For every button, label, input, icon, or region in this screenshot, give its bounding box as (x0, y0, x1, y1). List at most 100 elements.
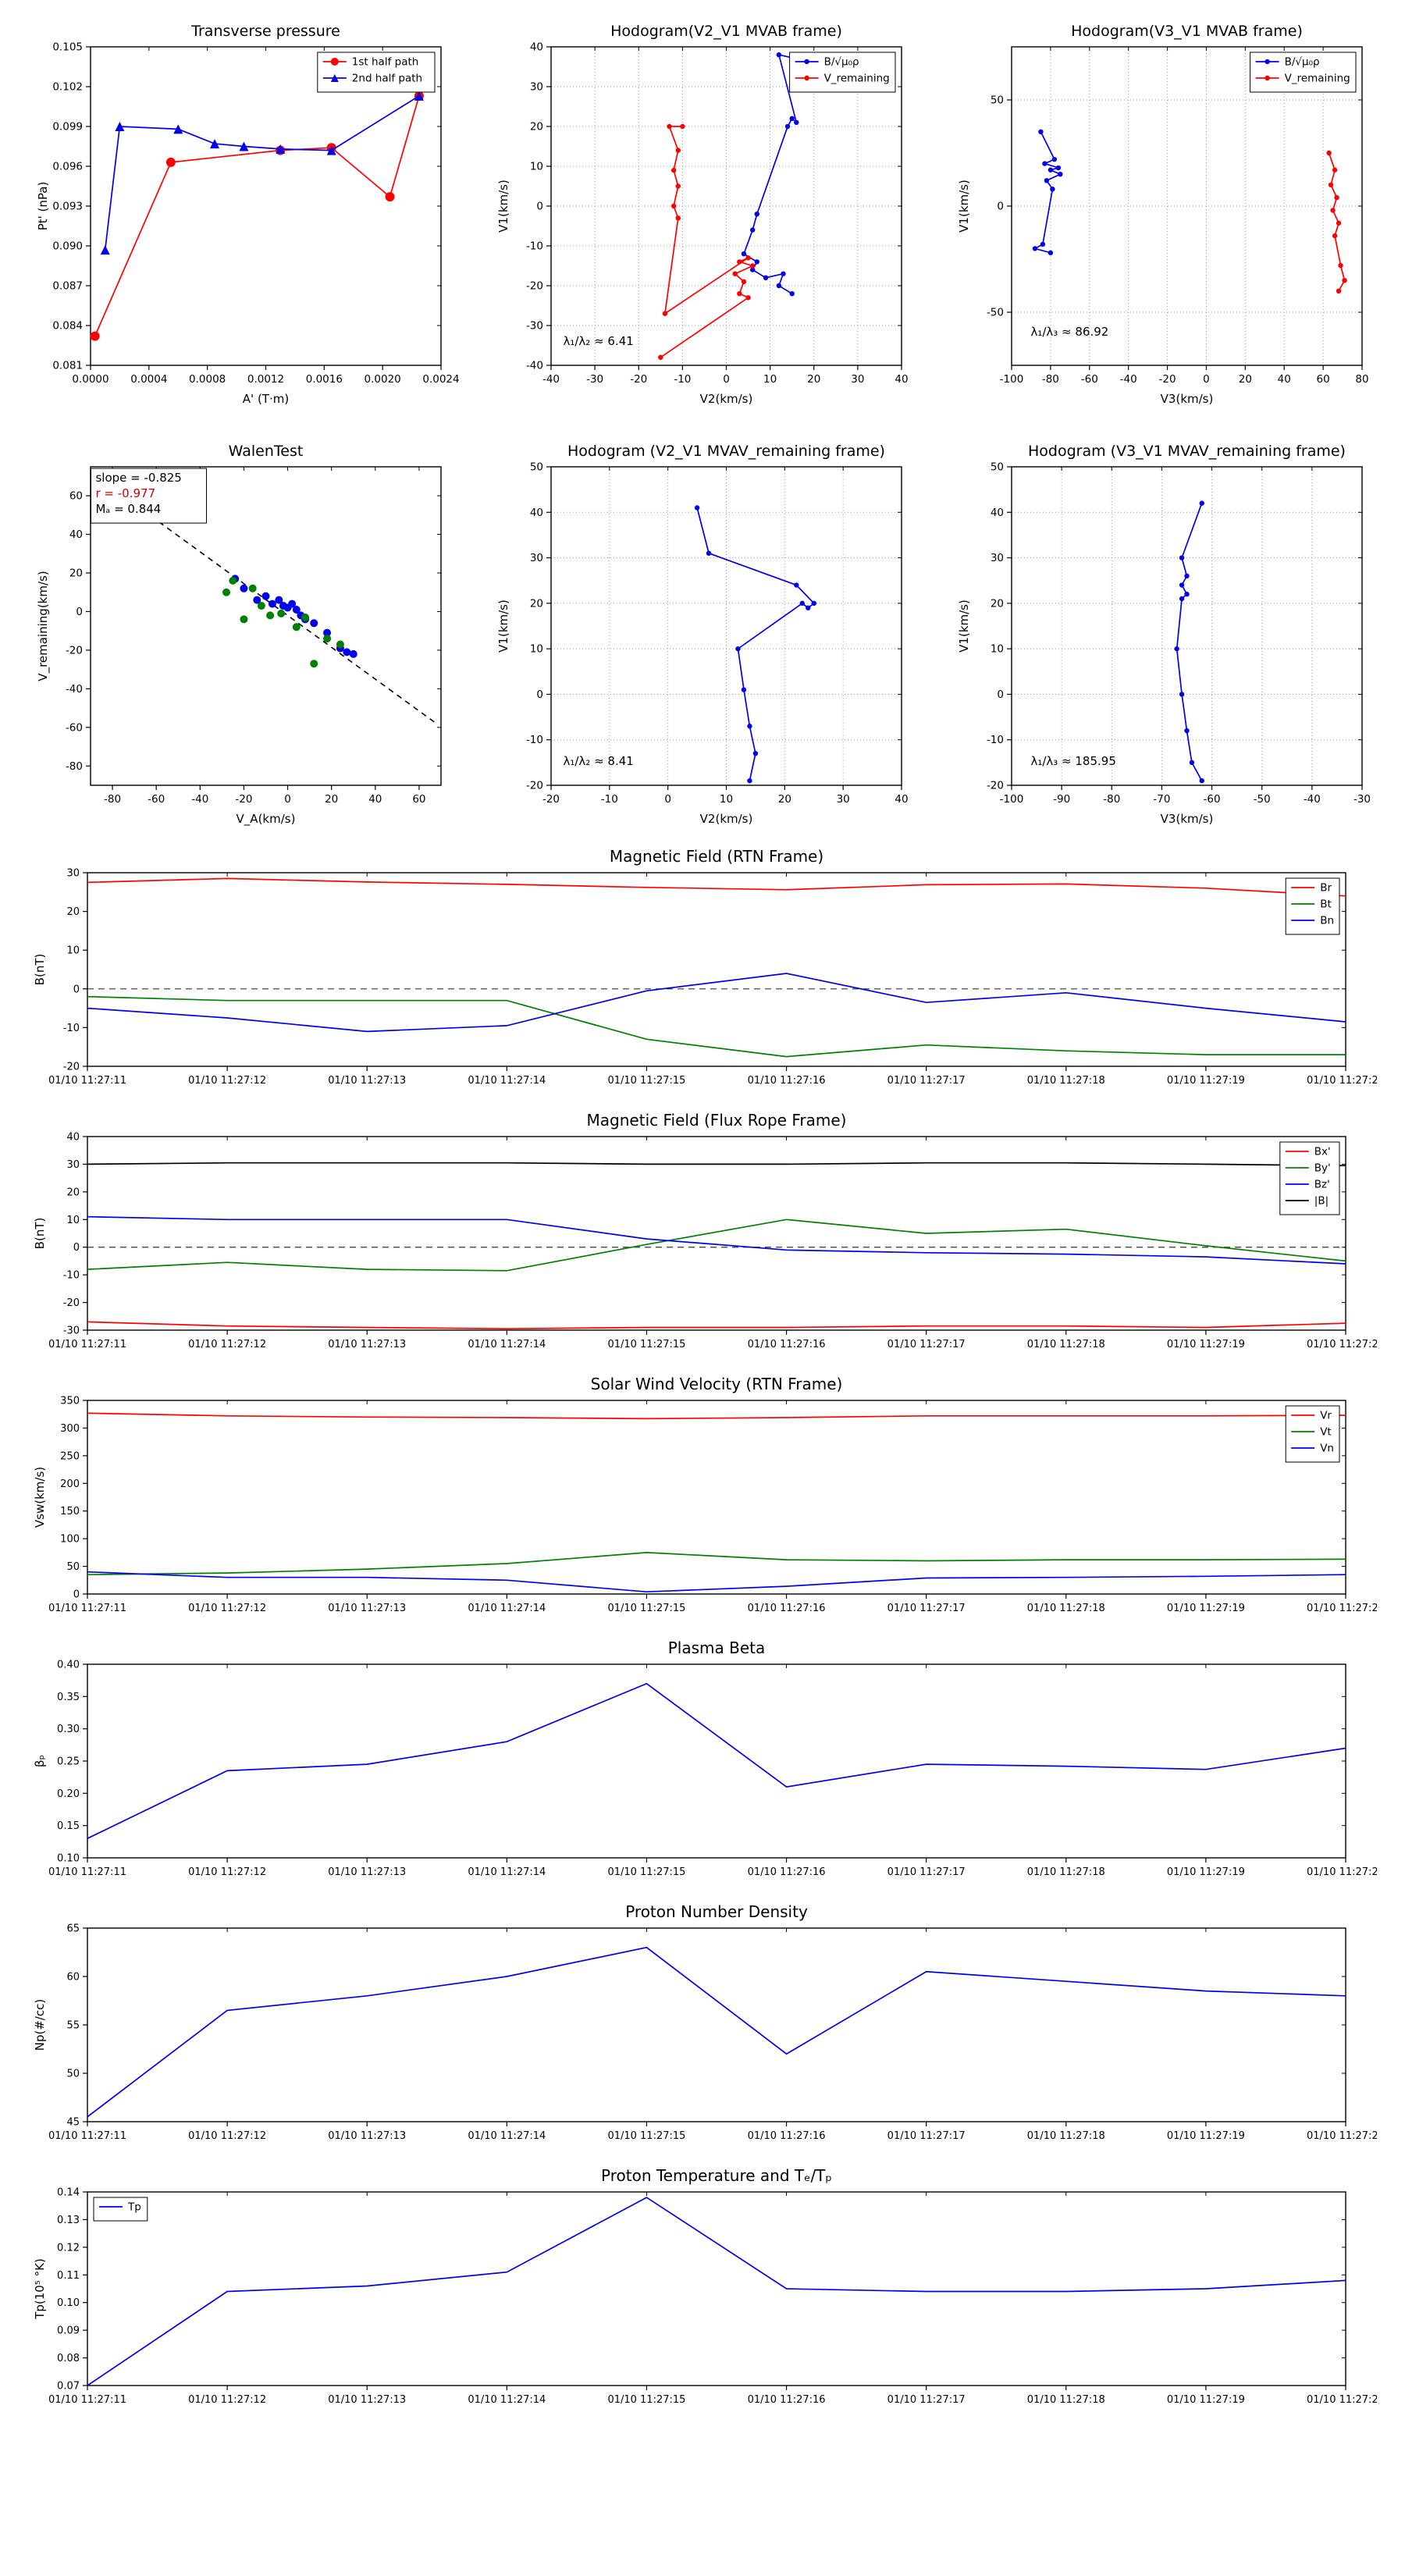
svg-text:250: 250 (60, 1450, 80, 1462)
svg-text:0.35: 0.35 (57, 1692, 80, 1703)
svg-text:-20: -20 (1159, 373, 1176, 386)
svg-text:01/10 11:27:15: 01/10 11:27:15 (607, 2394, 685, 2406)
svg-text:0.099: 0.099 (52, 121, 83, 133)
svg-text:Bx': Bx' (1314, 1146, 1331, 1158)
svg-text:V3(km/s): V3(km/s) (1161, 392, 1214, 406)
svg-text:01/10 11:27:11: 01/10 11:27:11 (48, 1866, 126, 1878)
svg-text:0: 0 (1203, 373, 1210, 386)
svg-text:-10: -10 (526, 734, 543, 746)
svg-text:0.0020: 0.0020 (365, 373, 401, 386)
svg-text:01/10 11:27:18: 01/10 11:27:18 (1027, 2130, 1105, 2142)
chart-magnetic-field-fluxrope-wrap: 01/10 11:27:11 01/10 11:27:12 01/10 11:27:… (19, 1107, 1405, 1368)
svg-text:30: 30 (837, 793, 850, 806)
svg-text:01/10 11:27:18: 01/10 11:27:18 (1027, 1339, 1105, 1350)
tp-svg: 0.0000 0.0004 0.0008 0.0012 0.0016 0.0020 0.00… (36, 23, 460, 406)
axes: 01/10 11:27:11 01/10 11:27:12 01/10 11:27:… (48, 1396, 1385, 1615)
svg-text:Transverse pressure: Transverse pressure (190, 23, 340, 40)
beta-series-beta (87, 1682, 1346, 1839)
axes: -80 -60 -40 -20 0 20 40 60 -80 -60 -40 -20 0 20 40 60 (66, 467, 441, 806)
svg-text:0: 0 (73, 1242, 80, 1254)
svg-text:0.0012: 0.0012 (247, 373, 284, 386)
svg-text:01/10 11:27:12: 01/10 11:27:12 (188, 1075, 266, 1087)
svg-text:Hodogram (V3_V1 MVAV_remaining: Hodogram (V3_V1 MVAV_remaining frame) (1028, 443, 1346, 460)
svg-text:60: 60 (69, 490, 83, 503)
svg-text:Hodogram(V3_V1 MVAB frame): Hodogram(V3_V1 MVAB frame) (1071, 23, 1303, 40)
svg-text:r = -0.977: r = -0.977 (95, 486, 155, 500)
svg-text:01/10 11:27:20: 01/10 11:27:20 (1307, 1339, 1377, 1350)
svg-text:0: 0 (73, 984, 80, 995)
svg-text:1st half path: 1st half path (352, 56, 419, 69)
svg-text:01/10 11:27:17: 01/10 11:27:17 (887, 2394, 966, 2406)
svg-text:V1(km/s): V1(km/s) (957, 600, 971, 653)
chart-walen-test: -80 -60 -40 -20 0 20 40 60 -80 -60 -40 -20 0 20 40 60 Wa… (23, 431, 461, 840)
svg-text:20: 20 (69, 568, 83, 580)
svg-text:01/10 11:27:16: 01/10 11:27:16 (748, 2130, 826, 2142)
svg-text:V1(km/s): V1(km/s) (496, 180, 510, 233)
svg-text:01/10 11:27:17: 01/10 11:27:17 (887, 1866, 966, 1878)
svg-text:40: 40 (895, 793, 908, 806)
svg-text:V2(km/s): V2(km/s) (700, 392, 753, 406)
svg-text:01/10 11:27:15: 01/10 11:27:15 (607, 1339, 685, 1350)
svg-text:Mₐ = 0.844: Mₐ = 0.844 (95, 502, 161, 516)
svg-text:01/10 11:27:20: 01/10 11:27:20 (1307, 1866, 1377, 1878)
svg-text:01/10 11:27:16: 01/10 11:27:16 (748, 1866, 826, 1878)
svg-text:Proton Number Density: Proton Number Density (625, 1902, 808, 1921)
svg-text:-80: -80 (104, 793, 121, 806)
bfield-fluxrope-legend: Bx' By' Bz' |B| (1279, 1141, 1340, 1215)
svg-text:01/10 11:27:13: 01/10 11:27:13 (328, 1339, 406, 1350)
svg-text:0: 0 (536, 201, 543, 213)
walen-svg: -80 -60 -40 -20 0 20 40 60 -80 -60 -40 -20 0 20 40 60 Wa… (36, 443, 442, 827)
hodo-v3v1-mvab-annotation-0: λ₁/λ₃ ≈ 86.92 (1030, 325, 1108, 339)
svg-text:0.090: 0.090 (52, 240, 83, 253)
svg-text:V_A(km/s): V_A(km/s) (237, 812, 296, 827)
svg-text:01/10 11:27:13: 01/10 11:27:13 (328, 1866, 406, 1878)
svg-text:01/10 11:27:13: 01/10 11:27:13 (328, 2394, 406, 2406)
svg-text:V2(km/s): V2(km/s) (700, 812, 753, 826)
svg-text:-40: -40 (1304, 793, 1321, 806)
svg-text:-50: -50 (1254, 793, 1271, 806)
svg-text:slope = -0.825: slope = -0.825 (95, 471, 181, 485)
svg-text:-30: -30 (526, 320, 543, 333)
svg-text:20: 20 (66, 906, 80, 918)
svg-text:-40: -40 (1120, 373, 1137, 386)
svg-text:V_remaining(km/s): V_remaining(km/s) (36, 571, 51, 681)
svg-text:01/10 11:27:18: 01/10 11:27:18 (1027, 2394, 1105, 2406)
svg-text:B/√μ₀ρ: B/√μ₀ρ (824, 56, 859, 69)
svg-text:0.10: 0.10 (57, 1853, 80, 1865)
ptemp-legend: Tp (93, 2197, 148, 2222)
svg-text:01/10 11:27:14: 01/10 11:27:14 (468, 1603, 546, 1614)
ptemp-svg: 01/10 11:27:11 01/10 11:27:12 01/10 11:27:… (33, 2166, 1385, 2406)
svg-text:50: 50 (66, 2069, 80, 2080)
svg-text:01/10 11:27:14: 01/10 11:27:14 (468, 2130, 546, 2142)
bfield-fluxrope-svg: 01/10 11:27:11 01/10 11:27:12 01/10 11:27:… (33, 1111, 1385, 1351)
hodo-v2v1-mvab-legend: B/√μ₀ρ V_remaining (789, 52, 896, 93)
svg-text:Vsw(km/s): Vsw(km/s) (33, 1467, 47, 1528)
hodo-v3v1-mvab-legend: B/√μ₀ρ V_remaining (1250, 52, 1357, 93)
axes: 01/10 11:27:11 01/10 11:27:12 01/10 11:27:… (48, 868, 1385, 1087)
bfield-fluxrope-series-Bmag (87, 1162, 1346, 1167)
svg-text:20: 20 (807, 373, 820, 386)
svg-text:0.084: 0.084 (52, 320, 83, 333)
axes: 01/10 11:27:11 01/10 11:27:12 01/10 11:27:… (48, 1132, 1385, 1351)
svg-text:50: 50 (991, 94, 1004, 107)
svg-text:0.30: 0.30 (57, 1724, 80, 1735)
svg-text:0.25: 0.25 (57, 1756, 80, 1768)
svg-text:01/10 11:27:14: 01/10 11:27:14 (468, 2394, 546, 2406)
svg-text:01/10 11:27:13: 01/10 11:27:13 (328, 1075, 406, 1087)
walen-series-green-points (222, 576, 344, 668)
svg-text:-10: -10 (526, 240, 543, 253)
chart-magnetic-field-rtn-wrap: 01/10 11:27:11 01/10 11:27:12 01/10 11:27:… (19, 843, 1405, 1104)
svg-text:60: 60 (66, 1972, 80, 1984)
svg-text:01/10 11:27:20: 01/10 11:27:20 (1307, 2130, 1377, 2142)
chart-proton-density: 01/10 11:27:11 01/10 11:27:12 01/10 11:27:… (19, 1898, 1405, 2159)
svg-text:λ₁/λ₃ ≈ 86.92: λ₁/λ₃ ≈ 86.92 (1030, 325, 1108, 339)
svg-text:45: 45 (66, 2117, 80, 2129)
vsw-rtn-legend: Vr Vt Vn (1285, 1405, 1340, 1463)
svg-text:01/10 11:27:14: 01/10 11:27:14 (468, 1075, 546, 1087)
svg-text:80: 80 (1355, 373, 1368, 386)
axes: 0.0000 0.0004 0.0008 0.0012 0.0016 0.0020 0.00… (52, 41, 459, 386)
chart-plasma-beta: 01/10 11:27:11 01/10 11:27:12 01/10 11:27:… (19, 1635, 1405, 1895)
svg-text:40: 40 (530, 41, 543, 54)
